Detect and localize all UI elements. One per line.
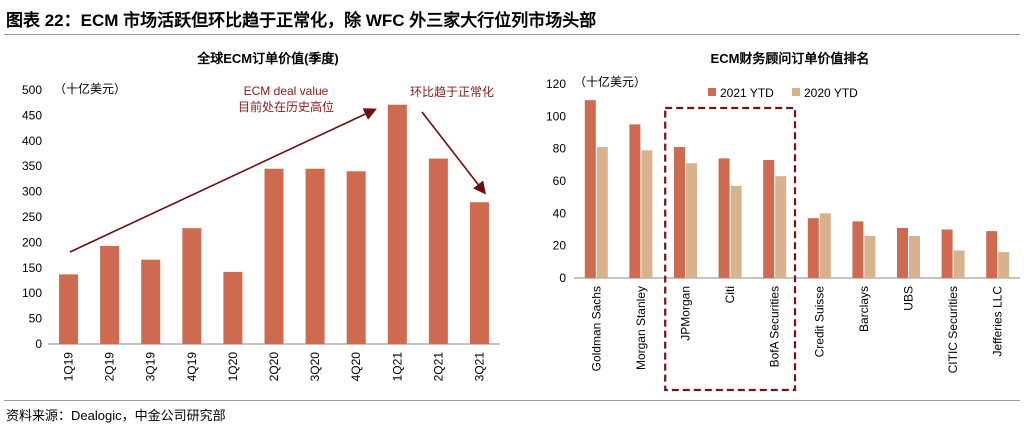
chart2-bar (674, 147, 685, 278)
chart1-category-label: 1Q20 (226, 352, 240, 382)
chart1-bar (141, 259, 161, 344)
chart2-ytick-label: 20 (553, 239, 567, 253)
chart1-annotation-normalizing: 环比趋于正常化 (410, 85, 494, 99)
chart2-legend-swatch (708, 88, 716, 96)
chart1-ytick-label: 50 (29, 312, 43, 326)
source-note: 资料来源：Dealogic，中金公司研究部 (6, 408, 226, 423)
chart1-ytick-label: 0 (35, 337, 42, 351)
chart1-annotation-deal-value: ECM deal value (244, 84, 329, 98)
chart1-bar (428, 158, 448, 344)
chart1-title: 全球ECM订单价值(季度) (196, 51, 339, 66)
chart1-category-label: 1Q21 (390, 352, 404, 382)
chart1-category-label: 2Q19 (103, 352, 117, 382)
chart1-bar (59, 274, 79, 344)
chart2-bar (775, 176, 787, 278)
source-rule (4, 400, 1020, 401)
chart2-category-label: Jefferies LLC (991, 286, 1005, 357)
chart2-ytick-label: 0 (559, 271, 566, 285)
chart2-bar (763, 159, 775, 278)
chart2-highlight-box (664, 106, 797, 392)
chart1-bar (182, 228, 202, 344)
chart2-bar (909, 235, 920, 278)
chart2-ytick-label: 40 (553, 206, 567, 220)
chart1-ytick-label: 400 (22, 134, 42, 148)
chart2-legend-swatch (792, 88, 800, 96)
chart2-category-label: JPMorgan (679, 286, 693, 341)
chart1-category-label: 2Q21 (431, 352, 445, 382)
chart2-bar (864, 235, 876, 278)
chart2-category-label: Credit Suisse (812, 286, 826, 358)
chart1-bar (346, 171, 366, 344)
chart1-ytick-label: 100 (22, 286, 42, 300)
chart2-category-label: Citi (723, 286, 737, 303)
chart2-bar (686, 163, 697, 278)
chart2-title: ECM财务顾问订单价值排名 (711, 51, 870, 66)
title-rule (4, 34, 1020, 35)
chart2-bar (953, 250, 965, 278)
chart1-category-label: 3Q21 (472, 352, 486, 382)
chart2-bar (819, 213, 831, 278)
chart2-bar (718, 158, 730, 278)
chart1-ytick-label: 450 (22, 108, 42, 122)
chart1-ytick-label: 200 (22, 235, 42, 249)
chart1-bar (100, 245, 120, 344)
chart1-ytick-label: 350 (22, 159, 42, 173)
chart1-annotation-high: 目前处在历史高位 (238, 99, 334, 114)
chart2-bar (641, 150, 653, 278)
chart1-ytick-label: 150 (22, 261, 42, 275)
chart1-category-label: 3Q20 (308, 352, 322, 382)
chart2-unit-label: （十亿美元） (574, 74, 646, 89)
chart2-bar (629, 124, 641, 279)
chart1-trend-arrow-up (69, 108, 377, 253)
chart2-ytick-label: 120 (546, 77, 566, 91)
chart2-bar (730, 185, 742, 278)
chart2-bar (596, 147, 608, 278)
chart1-unit-label: （十亿美元） (54, 81, 126, 96)
chart1-bar (305, 168, 325, 344)
chart1-category-label: 3Q19 (144, 352, 158, 382)
chart2-ytick-label: 60 (553, 174, 567, 188)
chart2-bar (998, 252, 1010, 278)
chart2-bar (852, 221, 864, 278)
chart1-trend-arrow-down (421, 111, 486, 195)
chart2-legend-label: 2021 YTD (720, 86, 774, 100)
chart1-bar (264, 168, 284, 344)
chart2-bar (941, 229, 953, 278)
chart2-bar (986, 231, 998, 278)
chart1-ytick-label: 500 (22, 83, 42, 97)
chart2-ytick-label: 80 (553, 142, 567, 156)
chart1-category-label: 2Q20 (267, 352, 281, 382)
chart1-bar (223, 271, 243, 344)
figure-title: 图表 22：ECM 市场活跃但环比趋于正常化，除 WFC 外三家大行位列市场头部 (6, 11, 597, 30)
chart2-category-label: UBS (902, 286, 916, 311)
chart2-category-label: Goldman Sachs (589, 286, 603, 371)
chart2-category-label: Barclays (857, 286, 871, 332)
chart2-category-label: BofA Securities (768, 286, 782, 367)
chart1-category-label: 4Q20 (349, 352, 363, 382)
chart1-bar (387, 104, 407, 345)
chart1-ytick-label: 300 (22, 185, 42, 199)
chart2-bar (584, 100, 596, 279)
chart2-ytick-label: 100 (546, 109, 566, 123)
chart1-ytick-label: 250 (22, 210, 42, 224)
chart2-bar (897, 227, 908, 278)
chart2-legend-label: 2020 YTD (804, 86, 858, 100)
chart2-category-label: CITIC Securities (946, 286, 960, 373)
chart2-category-label: Morgan Stanley (634, 286, 648, 370)
chart1-category-label: 4Q19 (185, 352, 199, 382)
chart1-bar (469, 202, 489, 344)
chart1-category-label: 1Q19 (62, 352, 76, 382)
chart2-bar (807, 218, 819, 278)
